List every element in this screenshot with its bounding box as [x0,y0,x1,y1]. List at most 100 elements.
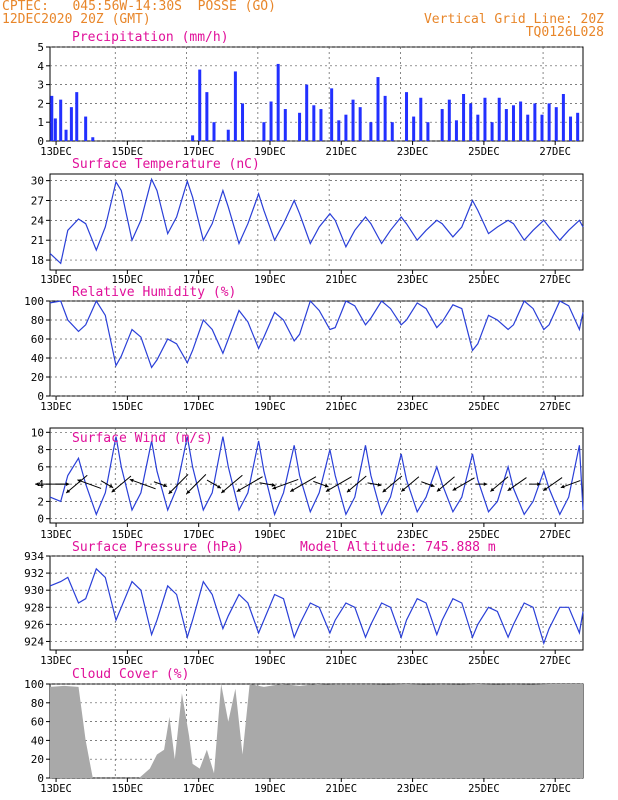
x-tick-label: 13DEC [40,529,72,541]
x-tick-label: 21DEC [325,783,357,795]
y-tick-label: 27 [31,194,44,207]
y-tick-label: 930 [24,584,44,597]
precip-bar [212,122,216,141]
panel-title: Precipitation (mm/h) [72,30,229,45]
wind-arrow-head [186,490,191,494]
pressure-line [49,567,584,646]
wind-arrow [77,479,102,489]
wind-arrow [186,474,207,495]
wind-arrow-head [325,488,330,492]
wind-arrow-head [543,487,548,491]
x-tick-label: 15DEC [112,529,144,541]
wind-arrow [65,474,88,494]
wind-arrow [272,478,299,490]
y-tick-label: 40 [31,352,44,365]
wind-arrow-head [65,482,70,487]
x-tick-label: 21DEC [325,274,357,286]
precip-bar [454,120,458,141]
y-tick-label: 924 [24,635,44,648]
y-tick-label: 18 [31,254,44,267]
x-tick-label: 15DEC [112,274,144,286]
precip-bar [483,97,487,141]
precip-bar [504,109,508,141]
panel-title: Surface Wind (m/s) [72,431,213,446]
x-tick-label: 17DEC [183,529,215,541]
wind-arrow-head [324,483,329,488]
precip-bar [241,103,245,141]
precip-bar [191,135,195,141]
precip-bar [554,107,558,141]
precip-bar [269,101,273,141]
y-tick-label: 6 [37,461,44,474]
y-tick-label: 0 [37,135,44,148]
precip-bar [547,103,551,141]
wind-arrow-head [483,482,488,487]
precip-bar [305,84,309,141]
precip-bar [50,95,54,141]
y-tick-label: 30 [31,175,44,188]
precip-bar [198,69,202,141]
precip-bar [419,97,423,141]
panel-frame [49,300,584,397]
x-tick-label: 23DEC [397,274,429,286]
x-tick-label: 27DEC [539,529,571,541]
precip-bar [469,103,473,141]
x-tick-label: 25DEC [468,401,500,413]
y-tick-label: 60 [31,716,44,729]
wind-arrow-head [507,487,512,491]
header-model: TQ0126L028 [525,25,604,40]
header-grid-note: Vertical Grid Line: 20Z [423,12,604,27]
panel-precip: 0 1 2 3 4 5 Precipitation (mm/h) [37,30,584,148]
precip-bar [226,129,230,141]
x-tick-label: 13DEC [40,401,72,413]
panel-frame [49,46,584,142]
x-tick-label: 27DEC [539,783,571,795]
wind-arrow-head [436,487,441,492]
precip-bar [358,107,362,141]
x-tick-label: 17DEC [183,274,215,286]
wind-arrow [452,477,475,491]
wind-arrow-head [217,484,222,489]
x-tick-label: 25DEC [468,274,500,286]
precip-bar [526,114,530,141]
y-tick-label: 926 [24,618,44,631]
precip-bar [390,122,394,141]
wind-arrow-head [168,490,173,494]
y-tick-label: 80 [31,314,44,327]
x-tick-label: 17DEC [183,655,215,667]
rh-line [49,299,584,369]
wind-arrow-head [236,488,241,492]
precip-bar [91,137,95,141]
precip-bar [476,114,480,141]
wind-arrow [346,475,367,493]
wind-arrow [129,478,156,490]
wind-arrow-head [35,482,39,487]
wind-arrow [220,474,243,494]
wind-arrow [236,476,263,493]
precip-bar [298,112,302,141]
panel-title: Relative Humidity (%) [72,285,236,300]
wind-arrow-head [452,487,457,491]
x-tick-label: 15DEC [112,783,144,795]
x-tick-label: 23DEC [397,401,429,413]
precip-bar [337,120,341,141]
wind-arrow [400,476,420,492]
y-tick-label: 4 [37,60,44,73]
wind-line [49,436,584,517]
x-tick-label: 17DEC [183,783,215,795]
x-tick-label: 13DEC [40,274,72,286]
precip-bar [511,105,515,141]
wind-arrow-head [377,482,382,487]
temp-line [49,177,584,265]
precip-bar [412,116,416,141]
panel-title: Cloud Cover (%) [72,667,189,682]
y-tick-label: 3 [37,79,44,92]
y-tick-label: 100 [24,678,44,691]
precip-bar [426,122,430,141]
precip-bar [540,114,544,141]
panel-cloud: 0 20 40 60 80 100 Cloud Cover (%) 13DEC 15DEC 17D… [24,667,584,795]
precip-bar [283,109,287,141]
precip-bar [205,92,209,141]
